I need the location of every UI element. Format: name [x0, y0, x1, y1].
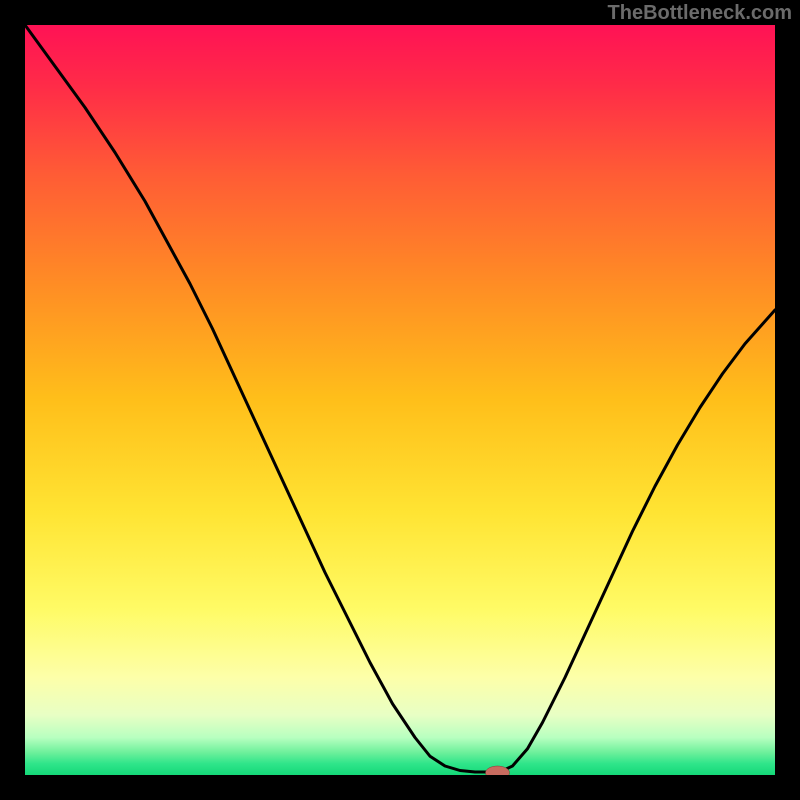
chart-background — [25, 25, 775, 775]
chart-container: TheBottleneck.com — [0, 0, 800, 800]
v-curve-chart — [25, 25, 775, 775]
attribution-text: TheBottleneck.com — [608, 2, 792, 25]
